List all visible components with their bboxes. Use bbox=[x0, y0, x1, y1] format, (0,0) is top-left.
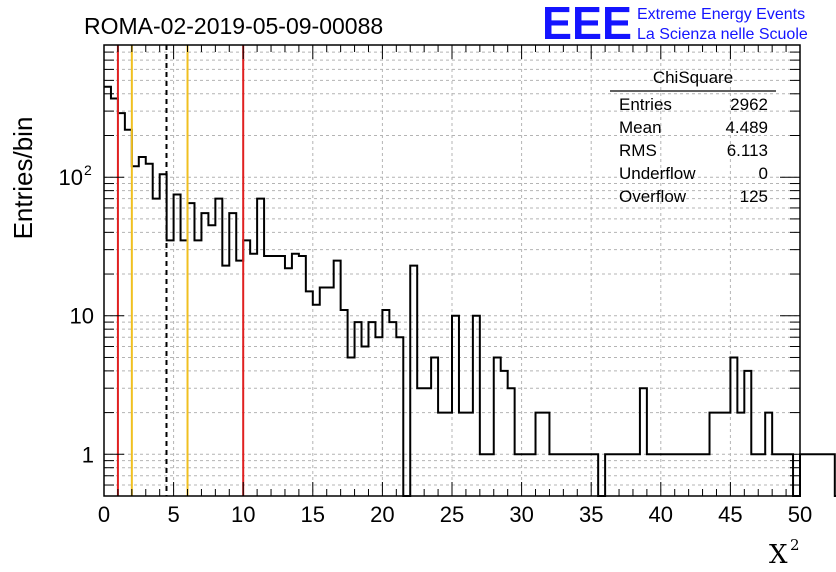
histogram-bin bbox=[181, 240, 188, 496]
grid-lines bbox=[104, 45, 800, 496]
histogram-bin bbox=[410, 266, 417, 496]
y-axis-label: Entries/bin bbox=[8, 117, 38, 240]
x-tick-label: 15 bbox=[301, 502, 325, 527]
histogram-bin bbox=[730, 357, 737, 496]
y-tick-label: 10 bbox=[70, 304, 94, 329]
histogram-bin bbox=[348, 357, 355, 496]
x-tick-label: 0 bbox=[98, 502, 110, 527]
x-tick-label: 50 bbox=[788, 502, 812, 527]
reference-lines bbox=[116, 45, 245, 496]
histogram-bin bbox=[320, 287, 327, 496]
stats-row-value: 4.489 bbox=[725, 118, 768, 137]
stats-row-value: 2962 bbox=[730, 95, 768, 114]
y-tick-label-exponent: 2 bbox=[84, 162, 92, 178]
x-tick-label: 25 bbox=[440, 502, 464, 527]
histogram-bin bbox=[417, 388, 424, 496]
axis-ticks bbox=[103, 45, 801, 496]
histogram-bin bbox=[257, 199, 264, 496]
x-axis-label: X 2 bbox=[769, 536, 800, 570]
histogram-bin bbox=[424, 388, 431, 496]
histogram-bin bbox=[355, 322, 362, 496]
stats-row-label: Overflow bbox=[619, 187, 687, 206]
histogram-bin bbox=[146, 164, 153, 496]
stats-title: ChiSquare bbox=[653, 68, 733, 87]
histogram-bin bbox=[396, 337, 403, 496]
stats-box: ChiSquare Entries 2962 Mean 4.489 RMS 6.113 Un… bbox=[610, 68, 776, 206]
x-tick-label: 35 bbox=[579, 502, 603, 527]
histogram-bin bbox=[271, 256, 278, 496]
histogram-bin bbox=[473, 316, 480, 496]
histogram-bin bbox=[821, 454, 828, 496]
histogram-bin bbox=[278, 256, 285, 496]
x-tick-label: 10 bbox=[231, 502, 255, 527]
histogram-bin bbox=[285, 268, 292, 496]
histogram-bin bbox=[327, 287, 334, 496]
stats-row-value: 125 bbox=[740, 187, 768, 206]
x-axis-label-symbol: X bbox=[769, 540, 788, 570]
histogram-bin bbox=[208, 225, 215, 496]
histogram-bin bbox=[243, 240, 250, 496]
histogram-bin bbox=[215, 199, 222, 496]
histogram-bin bbox=[299, 256, 306, 496]
x-tick-labels: 0 5 10 15 20 25 30 35 40 45 50 bbox=[98, 502, 812, 527]
x-tick-label: 20 bbox=[370, 502, 394, 527]
stats-rows: Entries 2962 Mean 4.489 RMS 6.113 Underflow 0 Ov… bbox=[619, 95, 768, 206]
x-tick-label: 45 bbox=[718, 502, 742, 527]
x-axis-label-superscript: 2 bbox=[790, 536, 800, 554]
histogram-bin bbox=[800, 454, 807, 496]
histogram-bin bbox=[153, 199, 160, 496]
stats-row-label: Entries bbox=[619, 95, 672, 114]
histogram-bin bbox=[452, 316, 459, 496]
x-tick-label: 5 bbox=[167, 502, 179, 527]
y-tick-label: 1 bbox=[82, 442, 94, 467]
histogram-bin bbox=[222, 266, 229, 496]
histogram-bin bbox=[118, 113, 125, 496]
histogram-bin bbox=[188, 203, 195, 496]
histogram-bin bbox=[174, 195, 181, 496]
histogram-bin bbox=[640, 388, 647, 496]
histogram-bin bbox=[194, 240, 201, 496]
histogram-bin bbox=[229, 213, 236, 496]
stats-row-label: RMS bbox=[619, 141, 657, 160]
histogram-bin bbox=[744, 371, 751, 496]
eee-logo-mark: EEE bbox=[542, 0, 632, 49]
stats-row-value: 6.113 bbox=[727, 141, 768, 160]
histogram-bin bbox=[494, 357, 501, 496]
stats-row-label: Mean bbox=[619, 118, 662, 137]
histogram-bin bbox=[125, 130, 132, 496]
histogram-bin bbox=[264, 256, 271, 496]
histogram-bin bbox=[292, 254, 299, 496]
histogram-bin bbox=[828, 454, 835, 496]
histogram-bin bbox=[362, 346, 369, 496]
histogram-bin bbox=[132, 166, 139, 496]
histogram-bin bbox=[501, 371, 508, 496]
stats-row-label: Underflow bbox=[619, 164, 696, 183]
histogram-bin bbox=[111, 98, 118, 496]
histogram-bin bbox=[201, 213, 208, 496]
chart-title: ROMA-02-2019-05-09-00088 bbox=[84, 13, 383, 39]
eee-logo-line1: Extreme Energy Events bbox=[637, 6, 805, 23]
histogram-bin bbox=[250, 254, 257, 496]
histogram-bin bbox=[368, 322, 375, 496]
x-tick-label: 30 bbox=[509, 502, 533, 527]
histogram-bin bbox=[167, 240, 174, 496]
y-tick-label: 10 bbox=[59, 165, 83, 190]
histogram-bin bbox=[814, 454, 821, 496]
eee-logo: EEE Extreme Energy Events La Scienza nel… bbox=[542, 0, 808, 49]
histogram-bin bbox=[508, 388, 515, 496]
histogram-bin bbox=[431, 357, 438, 496]
histogram-bin bbox=[375, 337, 382, 496]
x-tick-label: 40 bbox=[649, 502, 673, 527]
histogram-bin bbox=[104, 87, 111, 496]
histogram-bin bbox=[389, 322, 396, 496]
stats-row-value: 0 bbox=[759, 164, 768, 183]
histogram-bin bbox=[807, 454, 814, 496]
eee-logo-line2: La Scienza nelle Scuole bbox=[637, 26, 808, 43]
